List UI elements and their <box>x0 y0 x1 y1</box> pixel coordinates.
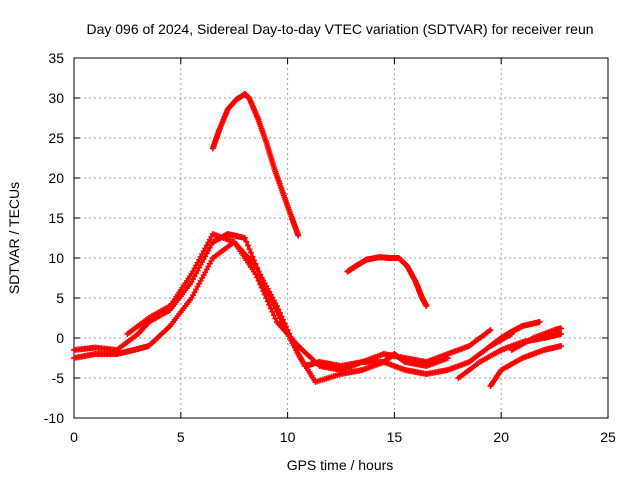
data-point <box>264 298 271 305</box>
plot-frame <box>73 57 609 419</box>
y-tick-label: 5 <box>56 290 64 306</box>
data-point <box>249 253 256 260</box>
data-point <box>258 284 265 291</box>
x-tick-label: 25 <box>600 429 616 445</box>
y-tick-label: 30 <box>48 90 64 106</box>
data-point <box>536 319 543 325</box>
x-tick-label: 10 <box>280 429 296 445</box>
data-point <box>246 246 253 253</box>
data-point <box>558 325 565 332</box>
series-main-trace-3 <box>124 231 451 373</box>
data-point <box>254 274 261 281</box>
series-main-trace-2 <box>71 239 515 385</box>
data-point <box>270 312 277 319</box>
data-point <box>263 295 270 301</box>
data-point <box>487 327 494 333</box>
series-mid-arc <box>344 254 430 309</box>
data-point <box>252 271 259 277</box>
series-high-arc <box>209 91 302 239</box>
data-point <box>272 315 279 322</box>
data-point <box>244 242 251 249</box>
data-point <box>260 288 267 295</box>
data-point <box>243 238 250 245</box>
data-point <box>423 303 430 309</box>
grid <box>74 58 608 418</box>
data-point <box>255 277 262 284</box>
data-point <box>278 313 285 320</box>
data-point <box>558 331 565 337</box>
chart-title: Day 096 of 2024, Sidereal Day-to-day VTE… <box>86 21 593 37</box>
y-axis-label: SDTVAR / TECUs <box>6 182 22 294</box>
data-series <box>71 91 565 389</box>
series-late-trace-3 <box>487 343 565 389</box>
x-tick-labels: 0 5 10 15 20 25 <box>70 429 616 445</box>
x-axis-label: GPS time / hours <box>287 457 394 473</box>
x-tick-label: 15 <box>387 429 403 445</box>
data-point <box>273 303 280 309</box>
data-point <box>558 343 565 349</box>
series-late-trace-4 <box>508 325 565 353</box>
series-late-trace-2 <box>487 319 543 349</box>
data-point <box>275 306 282 313</box>
data-point <box>276 309 283 316</box>
data-point <box>241 235 248 241</box>
data-point <box>257 281 264 288</box>
data-point <box>266 301 273 308</box>
data-point <box>293 347 300 354</box>
y-tick-label: 20 <box>48 170 64 186</box>
data-point <box>295 232 302 239</box>
data-point <box>269 308 276 315</box>
y-tick-label: 25 <box>48 130 64 146</box>
y-tick-label: 10 <box>48 250 64 266</box>
axis-ticks <box>73 57 609 419</box>
data-point <box>281 320 288 327</box>
y-tick-label: -5 <box>52 370 65 386</box>
y-tick-label: 15 <box>48 210 64 226</box>
y-tick-label: -10 <box>44 410 64 426</box>
data-point <box>280 316 287 323</box>
y-tick-label: 35 <box>48 50 64 66</box>
data-point <box>444 355 451 361</box>
y-tick-labels: -10 -5 0 5 10 15 20 25 30 35 <box>44 50 64 426</box>
data-point <box>261 291 268 298</box>
x-tick-label: 0 <box>70 429 78 445</box>
y-tick-label: 0 <box>56 330 64 346</box>
x-tick-label: 20 <box>493 429 509 445</box>
data-point <box>247 249 254 256</box>
x-tick-label: 5 <box>177 429 185 445</box>
data-point <box>267 305 274 312</box>
